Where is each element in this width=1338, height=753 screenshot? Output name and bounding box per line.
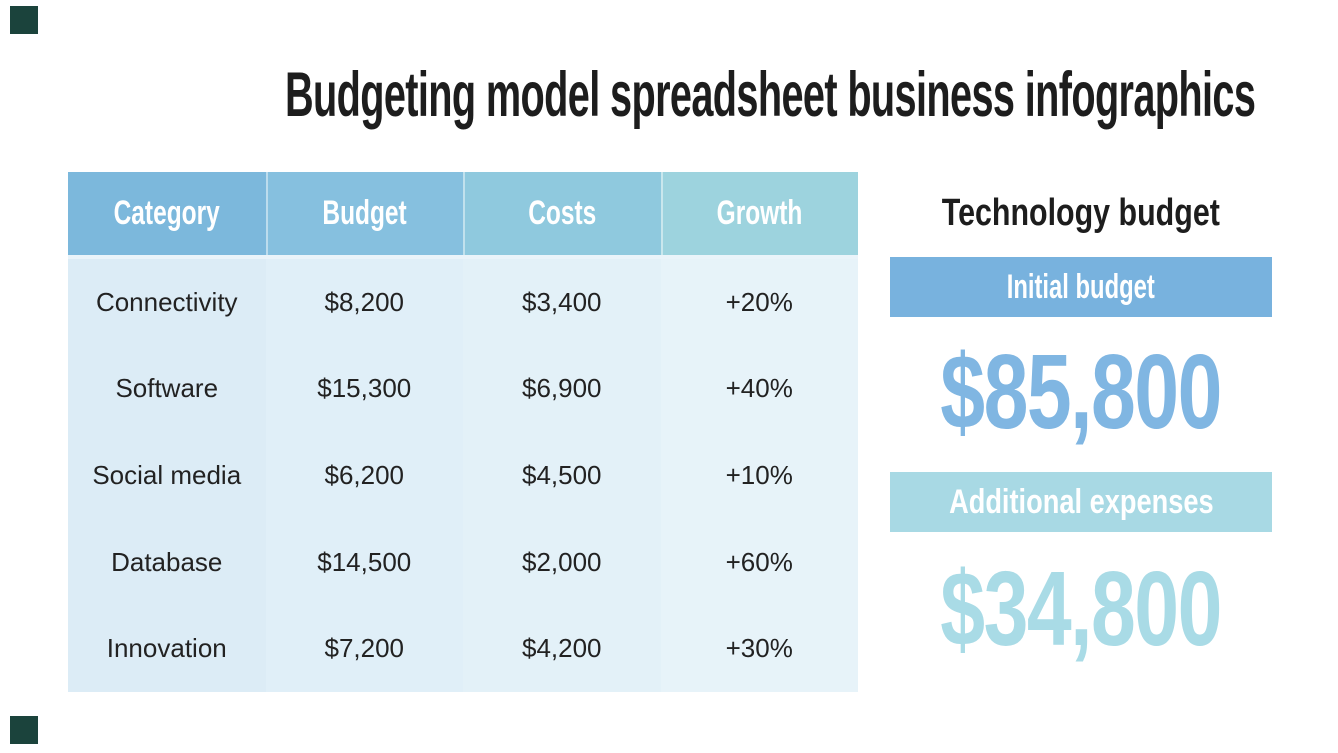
initial-budget-amount-text: $85,800 — [940, 333, 1223, 451]
table-header-costs: Costs — [463, 172, 661, 255]
additional-expenses-label: Additional expenses — [948, 482, 1214, 521]
table-header-growth: Growth — [660, 172, 858, 255]
page-title-text: Budgeting model spreadsheet business inf… — [284, 60, 1256, 130]
corner-square-top-left — [10, 6, 38, 34]
table-cell: $6,200 — [265, 432, 463, 519]
table-header-label: Costs — [527, 194, 596, 232]
panel-heading: Technology budget — [890, 190, 1272, 236]
table-cell: Software — [68, 345, 266, 433]
table-header-category: Category — [68, 172, 266, 255]
table-cell: $7,200 — [265, 605, 463, 692]
page-title: Budgeting model spreadsheet business inf… — [0, 55, 1338, 135]
table-cell: $6,900 — [463, 345, 661, 433]
table-header-budget: Budget — [265, 172, 463, 255]
table-cell: +40% — [660, 345, 858, 433]
table-cell: +60% — [660, 518, 858, 606]
table-header-label: Growth — [716, 194, 803, 232]
additional-expenses-banner: Additional expenses — [890, 472, 1272, 532]
table-cell: $14,500 — [265, 518, 463, 606]
table-cell: +10% — [660, 432, 858, 519]
corner-square-bottom-left — [10, 716, 38, 744]
table-cell: Social media — [68, 432, 266, 519]
table-header-label: Category — [113, 194, 220, 232]
technology-budget-panel: Technology budget Initial budget $85,800… — [890, 190, 1272, 662]
table-cell: +30% — [660, 605, 858, 692]
initial-budget-banner: Initial budget — [890, 257, 1272, 317]
table-header-label: Budget — [322, 194, 407, 232]
table-cell: Connectivity — [68, 259, 266, 346]
table-cell: +20% — [660, 259, 858, 346]
table-header-gap — [68, 255, 858, 259]
table-cell: $4,500 — [463, 432, 661, 519]
initial-budget-label: Initial budget — [1006, 267, 1156, 306]
table-cell: Innovation — [68, 605, 266, 692]
additional-expenses-amount: $34,800 — [890, 550, 1272, 668]
additional-expenses-amount-text: $34,800 — [940, 550, 1223, 668]
table-cell: $15,300 — [265, 345, 463, 433]
table-cell: $4,200 — [463, 605, 661, 692]
table-cell: Database — [68, 518, 266, 606]
initial-budget-amount: $85,800 — [890, 333, 1272, 451]
table-cell: $8,200 — [265, 259, 463, 346]
panel-heading-text: Technology budget — [941, 192, 1221, 234]
budget-table: Category Budget Costs Growth Connectivity $8,… — [68, 172, 858, 692]
table-cell: $2,000 — [463, 518, 661, 606]
table-cell: $3,400 — [463, 259, 661, 346]
